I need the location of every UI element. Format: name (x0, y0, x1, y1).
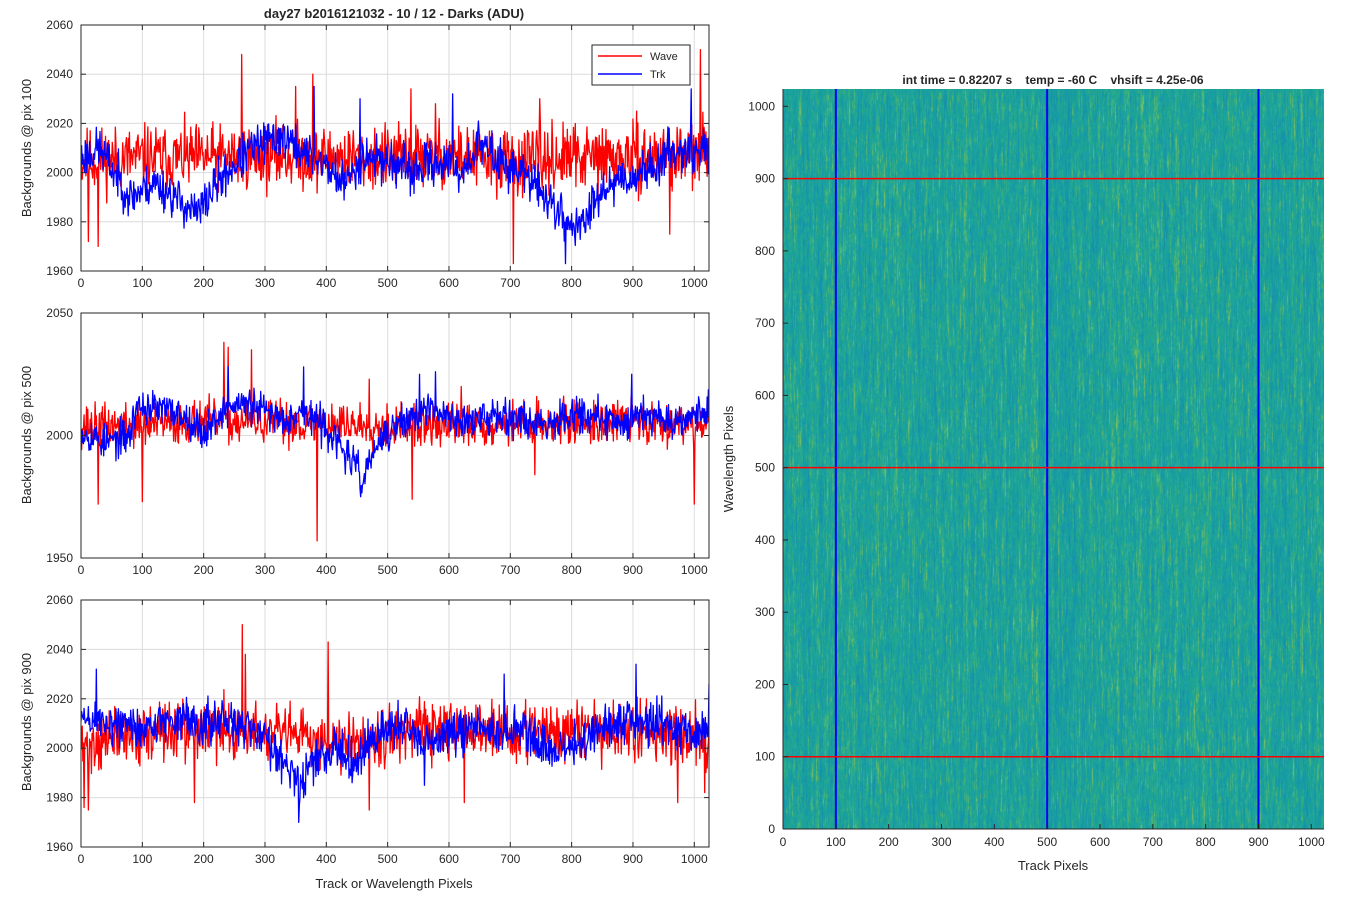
x-tick-label: 200 (879, 835, 899, 849)
x-tick-label: 500 (1037, 835, 1057, 849)
x-tick-label: 1000 (681, 563, 708, 577)
series-group (81, 624, 709, 823)
x-tick-label: 300 (255, 276, 275, 290)
y-tick-label: 2040 (46, 67, 73, 81)
x-tick-label: 200 (194, 563, 214, 577)
x-tick-label: 1000 (681, 852, 708, 866)
y-axis-label-pix-900: Backgrounds @ pix 900 (19, 653, 34, 791)
y-tick-label: 200 (755, 677, 775, 691)
x-tick-label: 200 (194, 276, 214, 290)
x-tick-label: 400 (316, 276, 336, 290)
x-tick-label: 500 (378, 852, 398, 866)
y-tick-label: 2020 (46, 692, 73, 706)
series-group (81, 48, 709, 265)
y-tick-label: 700 (755, 316, 775, 330)
legend-box (591, 44, 691, 86)
y-axis-label-right: Wavelength Pixels (721, 405, 736, 512)
series-line-trk (81, 663, 709, 823)
x-tick-label: 0 (780, 835, 787, 849)
y-tick-label: 400 (755, 533, 775, 547)
detector-image: int time = 0.82207 s temp = -60 C vhsift… (721, 73, 1325, 873)
x-tick-label: 800 (1196, 835, 1216, 849)
x-tick-label: 900 (623, 563, 643, 577)
y-tick-label: 500 (755, 461, 775, 475)
axes-box (80, 599, 710, 848)
x-tick-label: 600 (1090, 835, 1110, 849)
x-tick-label: 700 (500, 563, 520, 577)
x-tick-label: 0 (78, 852, 85, 866)
x-tick-label: 900 (623, 276, 643, 290)
x-tick-label: 700 (500, 852, 520, 866)
y-tick-label: 1980 (46, 791, 73, 805)
y-tick-label: 2000 (46, 429, 73, 443)
y-axis-label-pix-500: Backgrounds @ pix 500 (19, 366, 34, 504)
y-tick-label: 2000 (46, 166, 73, 180)
x-tick-label: 1000 (681, 276, 708, 290)
x-axis-label-left: Track or Wavelength Pixels (315, 876, 473, 891)
y-tick-label: 800 (755, 244, 775, 258)
x-tick-label: 800 (562, 563, 582, 577)
x-tick-label: 200 (194, 852, 214, 866)
x-tick-label: 0 (78, 563, 85, 577)
x-tick-label: 0 (78, 276, 85, 290)
plot-pix-900: 0 100 200 300 400 500 600 700 800 900 1000 1960 1980… (19, 593, 710, 891)
y-tick-label: 2060 (46, 18, 73, 32)
heatmap-image (783, 89, 1324, 829)
x-tick-label: 600 (439, 276, 459, 290)
y-tick-label: 900 (755, 172, 775, 186)
y-tick-label: 2060 (46, 593, 73, 607)
figure-title: day27 b2016121032 - 10 / 12 - Darks (ADU… (264, 6, 524, 21)
legend: Wave Trk (591, 44, 691, 86)
x-tick-label: 300 (255, 563, 275, 577)
x-tick-label: 900 (623, 852, 643, 866)
x-tick-label: 100 (132, 852, 152, 866)
x-tick-label: 800 (562, 276, 582, 290)
x-axis-label-right: Track Pixels (1018, 858, 1089, 873)
y-tick-label: 1960 (46, 840, 73, 854)
y-tick-label: 0 (768, 822, 775, 836)
plot-pix-100: day27 b2016121032 - 10 / 12 - Darks (ADU… (19, 6, 710, 290)
series-line-wave (81, 341, 709, 542)
x-tick-label: 600 (439, 563, 459, 577)
series-group (81, 341, 709, 542)
x-tick-label: 100 (132, 563, 152, 577)
y-tick-label: 2040 (46, 642, 73, 656)
x-tick-label: 300 (931, 835, 951, 849)
y-tick-label: 300 (755, 605, 775, 619)
axes-box (80, 24, 710, 272)
y-tick-label: 2050 (46, 306, 73, 320)
x-tick-label: 1000 (1298, 835, 1325, 849)
x-tick-label: 400 (984, 835, 1004, 849)
x-tick-label: 500 (378, 563, 398, 577)
y-tick-label: 1980 (46, 215, 73, 229)
x-tick-label: 400 (316, 852, 336, 866)
x-tick-label: 100 (826, 835, 846, 849)
legend-label-trk: Trk (650, 69, 666, 81)
y-tick-label: 100 (755, 750, 775, 764)
x-tick-label: 700 (500, 276, 520, 290)
x-tick-label: 800 (562, 852, 582, 866)
y-tick-label: 2000 (46, 741, 73, 755)
x-tick-label: 400 (316, 563, 336, 577)
image-title: int time = 0.82207 s temp = -60 C vhsift… (902, 73, 1203, 87)
y-tick-label: 1960 (46, 264, 73, 278)
y-axis-label-pix-100: Backgrounds @ pix 100 (19, 79, 34, 217)
plot-pix-500: 0 100 200 300 400 500 600 700 800 900 1000 1950 2000… (19, 306, 710, 577)
x-tick-label: 600 (439, 852, 459, 866)
x-tick-label: 500 (378, 276, 398, 290)
x-tick-label: 300 (255, 852, 275, 866)
x-tick-label: 700 (1143, 835, 1163, 849)
x-tick-label: 100 (132, 276, 152, 290)
series-line-trk (81, 85, 709, 265)
y-tick-label: 2020 (46, 116, 73, 130)
y-tick-label: 1950 (46, 551, 73, 565)
legend-label-wave: Wave (650, 51, 678, 63)
y-tick-label: 1000 (748, 99, 775, 113)
y-tick-label: 600 (755, 388, 775, 402)
x-tick-label: 900 (1248, 835, 1268, 849)
series-line-trk (81, 366, 709, 498)
